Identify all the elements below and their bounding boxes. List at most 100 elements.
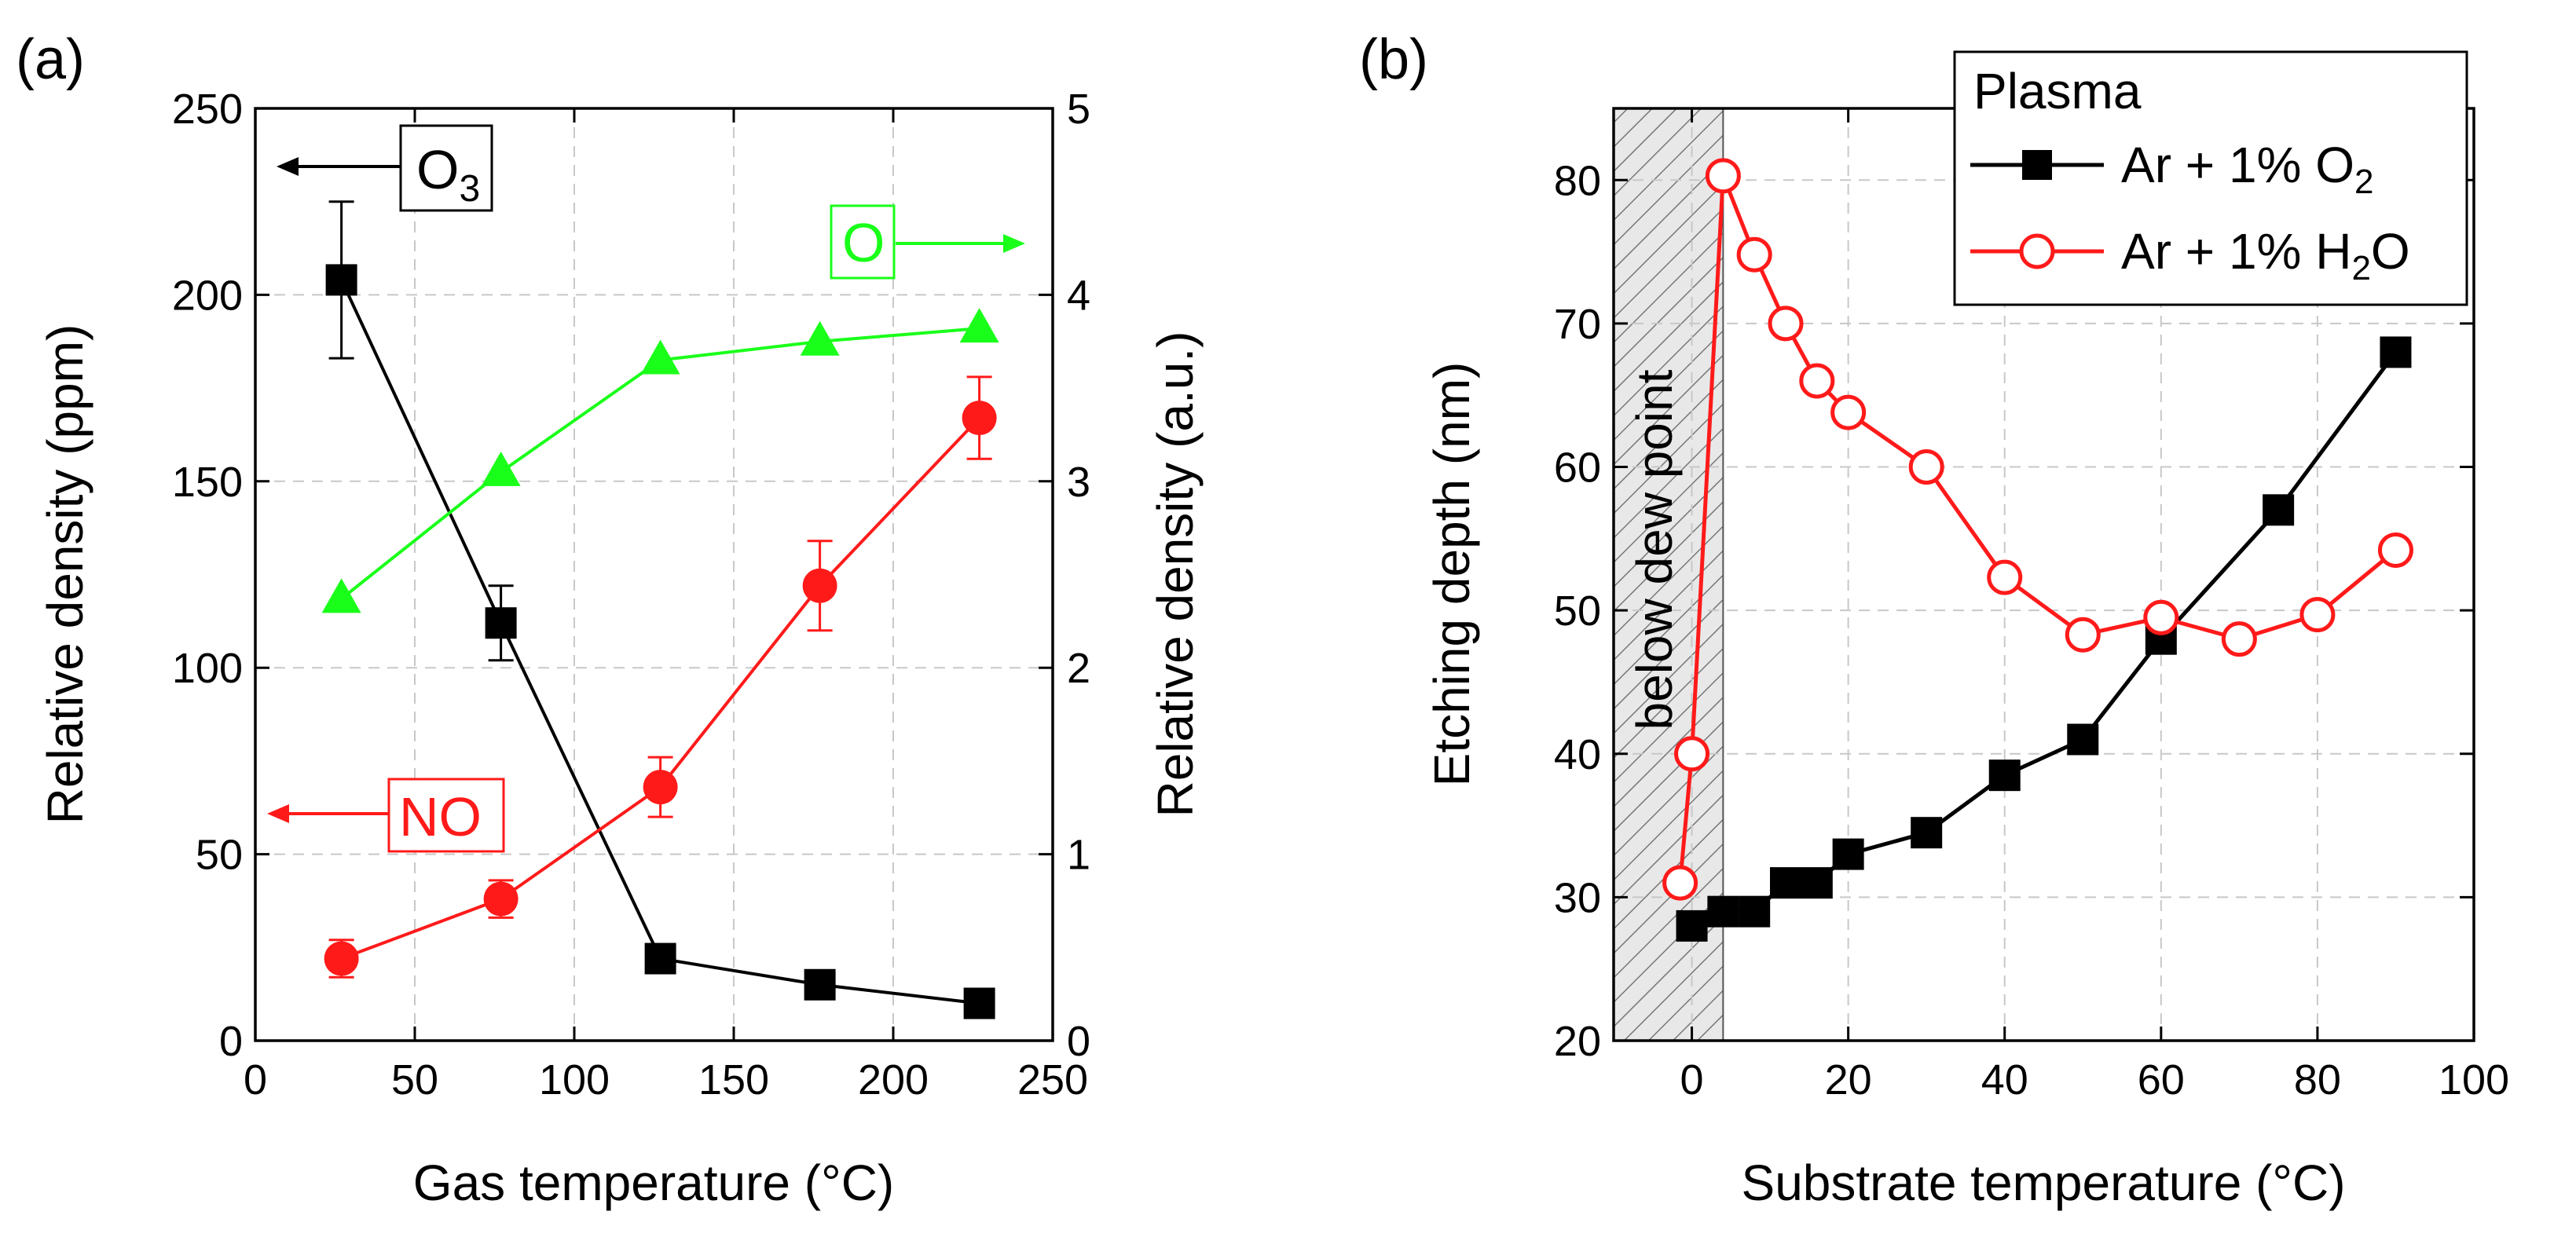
data-point-Ar + 1% H2O — [2377, 532, 2413, 568]
data-point-Ar + 1% H2O — [1705, 158, 1741, 194]
data-point-Ar + 1% H2O — [1768, 306, 1804, 342]
x-tick-label: 0 — [244, 1056, 267, 1103]
data-point-Ar + 1% H2O — [1662, 865, 1698, 901]
data-point-O — [959, 308, 999, 343]
y-left-tick-label: 0 — [219, 1018, 243, 1065]
x-tick-label: 250 — [1017, 1056, 1088, 1103]
data-point-NO — [962, 401, 997, 436]
data-point-Ar + 1% O2 — [1676, 909, 1708, 942]
x-tick-label: 0 — [1680, 1056, 1704, 1103]
data-point-O3 — [804, 968, 836, 1001]
legend: Plasma Ar + 1% O2 Ar + 1% H2O — [1953, 50, 2468, 306]
annotation-o: O — [830, 204, 1025, 280]
panel-a-axes — [254, 107, 1054, 1042]
series-line-O3 — [339, 279, 980, 1005]
panel-a-xlabel: Gas temperature (°C) — [413, 1155, 894, 1211]
x-tick-label: 100 — [539, 1056, 610, 1103]
data-point-NO — [324, 941, 359, 976]
data-point-Ar + 1% H2O — [2221, 621, 2257, 657]
panel-a-series — [321, 200, 999, 1019]
data-point-O3 — [644, 942, 676, 975]
data-point-Ar + 1% H2O — [2299, 597, 2336, 633]
panel-a-ylabel-left: Relative density (ppm) — [37, 324, 93, 825]
data-point-Ar + 1% H2O — [1908, 449, 1944, 485]
data-point-Ar + 1% O2 — [1988, 759, 2021, 792]
y-tick-label: 20 — [1554, 1018, 1601, 1065]
legend-entry-h2o: Ar + 1% H2O — [1970, 223, 2410, 287]
data-point-O — [640, 339, 680, 375]
y-tick-label: 80 — [1554, 157, 1601, 204]
data-point-O3 — [485, 607, 517, 639]
panel-a-label: (a) — [16, 28, 85, 91]
y-left-tick-label: 50 — [196, 832, 243, 879]
legend-marker-open-circle — [2019, 233, 2055, 269]
y-left-tick-label: 200 — [172, 272, 243, 319]
data-point-Ar + 1% O2 — [2380, 336, 2412, 368]
panel-a-frame — [254, 107, 1054, 1042]
x-tick-label: 50 — [391, 1056, 438, 1103]
annotation-o3: O3 — [277, 124, 493, 212]
annotation-o-text: O — [842, 212, 885, 273]
x-tick-label: 40 — [1981, 1056, 2028, 1103]
data-point-O3 — [963, 987, 995, 1019]
y-right-tick-label: 0 — [1067, 1018, 1090, 1065]
legend-marker-square — [2022, 150, 2052, 180]
y-tick-label: 50 — [1554, 587, 1601, 635]
y-right-tick-label: 5 — [1067, 86, 1090, 133]
data-point-Ar + 1% O2 — [1832, 838, 1864, 870]
y-tick-label: 30 — [1554, 874, 1601, 921]
y-tick-label: 70 — [1554, 301, 1601, 348]
x-tick-label: 100 — [2439, 1056, 2509, 1103]
y-right-tick-label: 1 — [1067, 832, 1090, 879]
legend-label-h2o: Ar + 1% H2O — [2121, 223, 2410, 287]
y-left-tick-label: 150 — [172, 459, 243, 506]
legend-title: Plasma — [1973, 63, 2142, 119]
data-point-NO — [643, 770, 678, 805]
data-point-Ar + 1% H2O — [1674, 736, 1710, 772]
x-tick-label: 60 — [2138, 1056, 2185, 1103]
data-point-O — [800, 320, 840, 356]
data-point-Ar + 1% O2 — [1770, 867, 1801, 899]
annotation-no: NO — [267, 778, 505, 853]
panel-b-ticks: 0 20 40 60 80 100 20 30 40 50 60 70 80 — [1554, 108, 2509, 1103]
data-point-Ar + 1% H2O — [1987, 559, 2023, 595]
y-left-tick-label: 100 — [172, 645, 243, 692]
x-tick-label: 20 — [1825, 1056, 1872, 1103]
x-tick-label: 150 — [698, 1056, 769, 1103]
data-point-Ar + 1% H2O — [1830, 394, 1867, 430]
data-point-Ar + 1% O2 — [1707, 895, 1739, 928]
panel-a-grid — [255, 108, 1053, 1041]
data-point-NO — [802, 568, 837, 603]
y-tick-label: 60 — [1554, 445, 1601, 492]
series-line-Ar + 1% O2 — [1691, 350, 2398, 928]
series-line-NO — [340, 416, 981, 961]
data-point-O3 — [325, 264, 357, 296]
y-right-tick-label: 3 — [1067, 459, 1090, 506]
data-point-Ar + 1% H2O — [2065, 617, 2101, 653]
panel-b-xlabel: Substrate temperature (°C) — [1742, 1155, 2346, 1211]
data-point-Ar + 1% H2O — [1799, 363, 1835, 399]
y-tick-label: 40 — [1554, 731, 1601, 778]
data-point-Ar + 1% O2 — [1911, 817, 1943, 849]
legend-entry-o2: Ar + 1% O2 — [1970, 137, 2373, 201]
data-point-Ar + 1% O2 — [2263, 494, 2295, 526]
panel-b: (b) 0 20 40 60 80 100 20 30 40 50 60 70 80 below dew… — [1359, 28, 2509, 1211]
panel-a-ylabel-right: Relative density (a.u.) — [1147, 331, 1204, 818]
data-point-O — [321, 578, 361, 613]
data-point-Ar + 1% O2 — [1739, 895, 1771, 928]
panel-b-ylabel: Etching depth (nm) — [1424, 362, 1480, 787]
data-point-Ar + 1% H2O — [2143, 599, 2179, 635]
data-point-O — [481, 451, 521, 486]
data-point-Ar + 1% O2 — [2067, 723, 2099, 756]
data-point-Ar + 1% H2O — [1736, 236, 1772, 273]
x-tick-label: 200 — [858, 1056, 929, 1103]
y-right-tick-label: 2 — [1067, 645, 1090, 692]
annotation-o3-text: O3 — [416, 139, 480, 210]
data-point-Ar + 1% O2 — [1801, 867, 1833, 899]
panel-b-label: (b) — [1359, 28, 1428, 91]
y-left-tick-label: 250 — [172, 86, 243, 133]
legend-label-o2: Ar + 1% O2 — [2121, 137, 2373, 201]
shaded-region-label: below dew point — [1626, 369, 1683, 730]
